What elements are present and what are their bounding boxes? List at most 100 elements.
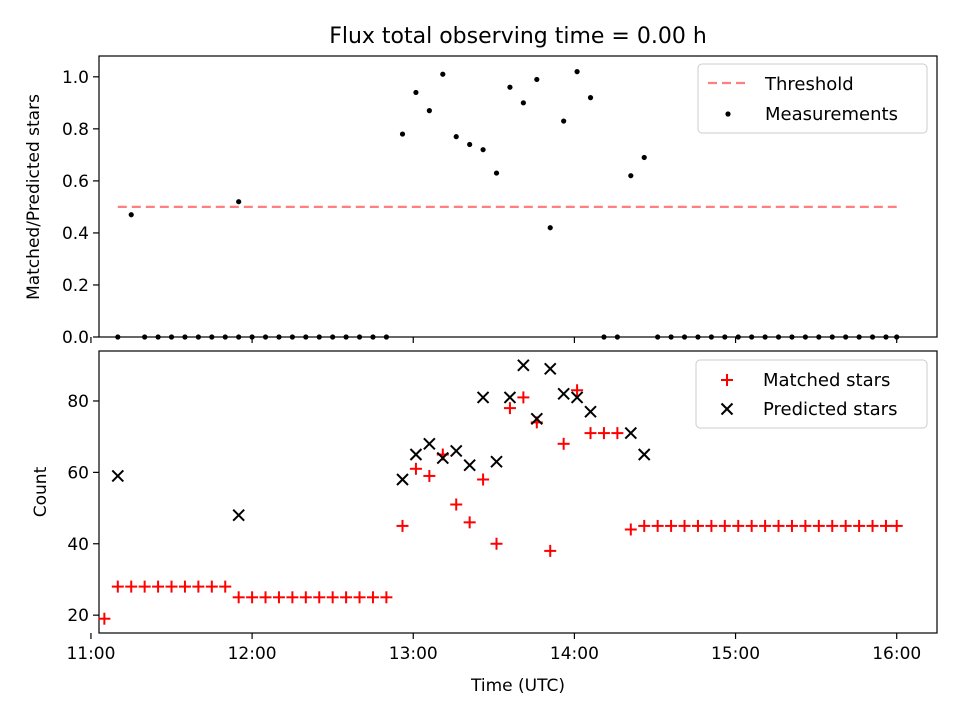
measurement-point [370,334,376,340]
legend-predicted-swatch [720,402,734,416]
matched-star-point [138,580,151,593]
matched-star-point [463,516,476,529]
measurement-point [330,334,336,340]
x-tick-label: 15:00 [711,644,760,664]
measurement-point [894,334,900,340]
bottom-y-tick-label: 60 [67,463,89,483]
legend-predicted-label: Predicted stars [763,399,897,420]
top-y-tick-label: 0.4 [62,224,89,244]
matched-star-point [313,591,326,604]
measurement-point [195,334,201,340]
top-y-axis-label: Matched/Predicted stars [24,94,44,300]
measurement-point [695,334,701,340]
matched-star-point [165,580,178,593]
matched-star-point [111,580,124,593]
predicted-star-point [396,473,409,486]
measurement-point [383,334,389,340]
legend-measurements-swatch [725,111,731,117]
measurement-point [249,334,255,340]
matched-star-point [517,391,530,404]
measurement-point [303,334,309,340]
matched-star-point [396,519,409,532]
measurement-point [775,334,782,340]
matched-star-point [450,498,463,511]
matched-star-point [597,427,610,440]
measurement-point [262,334,269,340]
matched-star-point [178,580,191,593]
matched-star-point [839,519,852,532]
matched-star-point [409,462,422,475]
measurement-points [115,69,900,340]
measurement-point [289,334,295,340]
predicted-star-point [584,405,597,418]
measurement-point [856,334,862,340]
matched-star-point [299,591,312,604]
measurement-point [115,334,121,340]
matched-star-point [423,469,436,482]
predicted-star-point [490,455,503,468]
matched-star-point [125,580,138,593]
matched-star-point [611,427,624,440]
matched-star-point [152,580,165,593]
predicted-star-point [423,437,436,451]
measurement-point [681,334,688,340]
matched-star-point [785,519,798,532]
top-legend: Threshold Measurements [697,63,928,134]
top-plot-frame [98,55,938,338]
measurement-point [601,334,607,340]
measurement-point [749,334,755,340]
matched-star-point [192,580,205,593]
measurement-point [655,334,661,340]
matched-star-point [879,519,892,532]
matched-star-point [759,519,772,532]
measurement-point [128,212,134,218]
predicted-star-point [111,469,125,483]
measurement-point [547,225,553,231]
matched-star-point [366,591,379,604]
matched-star-point [678,519,691,532]
top-chart-title: Flux total observing time = 0.00 h [329,24,707,49]
matched-star-point [477,473,490,486]
predicted-star-point [436,451,450,465]
measurement-point [142,334,148,340]
measurement-point [236,199,242,205]
matched-star-point [826,519,839,532]
matched-star-point [557,437,570,450]
measurement-point [356,334,363,340]
legend-x-marker [720,402,734,416]
bottom-y-tick-label: 40 [67,535,89,555]
matched-star-point [571,384,584,397]
measurement-point [587,95,594,101]
bottom-legend: Matched stars Predicted stars [695,359,928,429]
legend-threshold-label: Threshold [764,74,854,95]
measurement-point [561,118,567,124]
matched-star-point [286,591,299,604]
measurement-point [708,334,714,340]
legend-plus-marker [721,374,733,386]
measurement-point [641,154,647,161]
matched-star-point [745,519,758,532]
measurement-point [399,131,406,137]
measurement-point [467,141,473,148]
measurement-point [413,89,419,96]
measurement-point [453,134,459,140]
x-tick-label: 11:00 [66,644,115,664]
legend-matched-swatch [721,374,733,386]
matched-star-point [651,519,664,532]
measurement-point [534,76,540,83]
matched-star-point [246,591,259,604]
measurement-point [493,170,500,176]
measurement-point [735,334,741,340]
matched-star-point [340,591,353,604]
measurement-point [507,84,513,90]
measurement-point [628,173,634,179]
legend-measurements-label: Measurements [765,104,898,125]
matched-star-point [812,519,825,532]
predicted-star-point [503,391,517,404]
measurement-point [426,108,432,114]
matched-star-point [219,580,232,593]
x-tick-label: 16:00 [872,644,921,664]
measurement-point [802,334,808,340]
measurement-point [480,147,486,153]
